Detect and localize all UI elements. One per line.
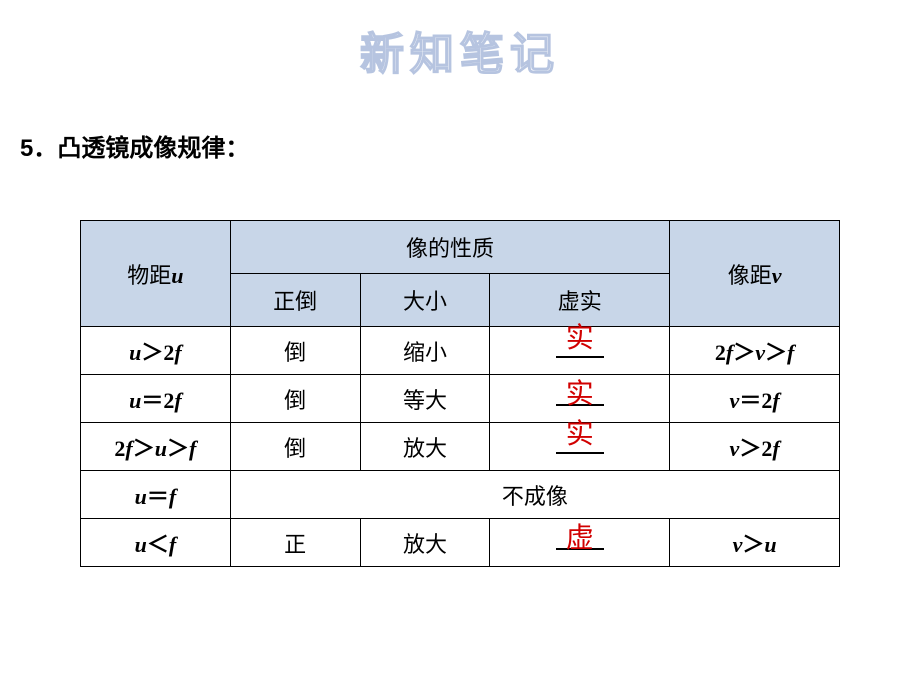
cell-u: u＝f xyxy=(81,471,231,519)
header-id-var: v xyxy=(772,263,782,288)
table-row: u＜f 正 放大 虚 v＞u xyxy=(81,519,840,567)
header-image-nature: 像的性质 xyxy=(230,221,669,274)
header-object-distance: 物距u xyxy=(81,221,231,327)
cell-size: 放大 xyxy=(360,519,490,567)
cell-v: v＞u xyxy=(670,519,840,567)
cell-size: 缩小 xyxy=(360,327,490,375)
cell-virtual-real: 实 xyxy=(490,423,670,471)
page-header-title: 新知笔记 xyxy=(360,18,560,82)
header-orientation: 正倒 xyxy=(230,274,360,327)
header-od-var: u xyxy=(171,263,183,288)
cell-u: u＝2f xyxy=(81,375,231,423)
answer: 实 xyxy=(566,412,594,452)
section-text: 凸透镜成像规律： xyxy=(57,135,249,162)
table-header-row-1: 物距u 像的性质 像距v xyxy=(81,221,840,274)
table-row: u＝f 不成像 xyxy=(81,471,840,519)
cell-u: u＞2f xyxy=(81,327,231,375)
header-image-distance: 像距v xyxy=(670,221,840,327)
header-id-text: 像距 xyxy=(728,263,772,288)
cell-u: 2f＞u＞f xyxy=(81,423,231,471)
cell-v: v＝2f xyxy=(670,375,840,423)
header-od-text: 物距 xyxy=(127,263,171,288)
cell-v: 2f＞v＞f xyxy=(670,327,840,375)
table-row: u＝2f 倒 等大 实 v＝2f xyxy=(81,375,840,423)
answer: 实 xyxy=(566,372,594,412)
cell-no-image: 不成像 xyxy=(230,471,839,519)
answer: 实 xyxy=(566,316,594,356)
lens-imaging-table: 物距u 像的性质 像距v 正倒 大小 虚实 u＞2f 倒 缩小 实 2f＞v＞f… xyxy=(80,220,840,567)
cell-orientation: 正 xyxy=(230,519,360,567)
cell-size: 等大 xyxy=(360,375,490,423)
cell-orientation: 倒 xyxy=(230,423,360,471)
cell-orientation: 倒 xyxy=(230,375,360,423)
answer: 虚 xyxy=(566,516,594,556)
cell-size: 放大 xyxy=(360,423,490,471)
section-number: 5． xyxy=(20,135,57,162)
cell-orientation: 倒 xyxy=(230,327,360,375)
table-row: 2f＞u＞f 倒 放大 实 v＞2f xyxy=(81,423,840,471)
cell-v: v＞2f xyxy=(670,423,840,471)
cell-u: u＜f xyxy=(81,519,231,567)
table-row: u＞2f 倒 缩小 实 2f＞v＞f xyxy=(81,327,840,375)
header-size: 大小 xyxy=(360,274,490,327)
cell-virtual-real: 虚 xyxy=(490,519,670,567)
cell-virtual-real: 实 xyxy=(490,327,670,375)
section-title: 5．凸透镜成像规律： xyxy=(20,128,249,163)
